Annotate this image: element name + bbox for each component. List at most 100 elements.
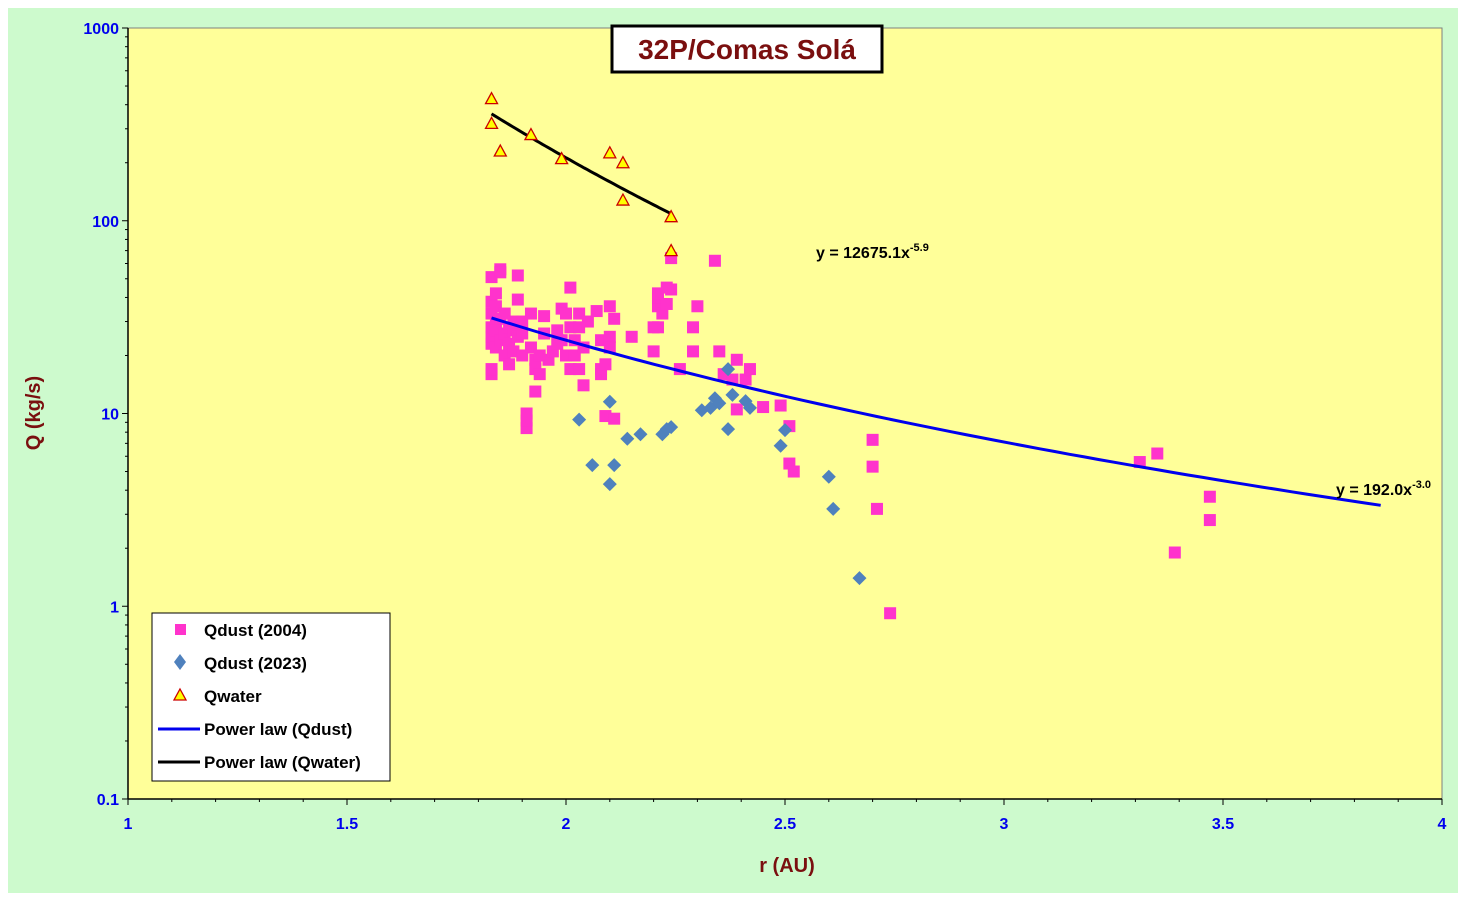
- x-tick-label: 2.5: [774, 816, 796, 833]
- point-qdust-2023: [852, 571, 867, 586]
- point-qdust-2004: [485, 363, 498, 376]
- point-qdust-2023: [721, 422, 736, 437]
- y-tick-label: 10: [101, 407, 119, 424]
- point-qdust-2004: [608, 312, 621, 325]
- point-qdust-2023: [633, 427, 648, 442]
- series-qwater: [484, 91, 679, 257]
- chart-title-box: 32P/Comas Solá: [610, 24, 884, 74]
- point-qdust-2023: [721, 362, 736, 377]
- point-qdust-2004: [730, 403, 743, 416]
- point-qdust-2004: [489, 287, 502, 300]
- fit-label-water-exponent: -5.9: [910, 242, 929, 254]
- point-qdust-2004: [516, 327, 529, 340]
- fit-label-water: y = 12675.1x-5.9: [816, 242, 929, 262]
- legend: Qdust (2004) Qdust (2023) Qwater Power l…: [151, 612, 391, 782]
- point-qdust-2004: [581, 315, 594, 328]
- x-tick-label: 3: [1000, 816, 1009, 833]
- point-qdust-2023: [572, 412, 587, 427]
- fit-label-dust-base: y = 192.0x: [1336, 482, 1412, 499]
- point-qwater: [523, 127, 539, 141]
- x-axis-title: r (AU): [759, 855, 815, 877]
- x-axis-ticks: 1 1.5 2 2.5 3 3.5 4: [124, 799, 1447, 833]
- point-qdust-2004: [651, 321, 664, 334]
- point-qdust-2004: [1203, 490, 1216, 503]
- point-qdust-2004: [603, 300, 616, 313]
- legend-marker-qdust-2004: [175, 624, 186, 635]
- point-qdust-2023: [620, 431, 635, 446]
- point-qdust-2004: [590, 305, 603, 318]
- point-qdust-2023: [712, 396, 727, 411]
- point-qdust-2004: [511, 293, 524, 306]
- y-axis-ticks: 0.1 1 10 100 1000: [83, 21, 128, 809]
- point-qdust-2004: [494, 266, 507, 279]
- point-qdust-2004: [691, 300, 704, 313]
- y-tick-label: 0.1: [97, 792, 119, 809]
- point-qdust-2004: [787, 465, 800, 478]
- point-qdust-2023: [826, 501, 841, 516]
- point-qdust-2004: [1168, 546, 1181, 559]
- point-qdust-2004: [551, 324, 564, 337]
- point-qdust-2023: [821, 469, 836, 484]
- point-qwater: [615, 192, 631, 206]
- point-qdust-2004: [870, 502, 883, 515]
- x-tick-label: 3.5: [1212, 816, 1234, 833]
- legend-label-fit-dust: Power law (Qdust): [204, 720, 352, 739]
- point-qdust-2004: [866, 433, 879, 446]
- point-qdust-2023: [778, 423, 792, 438]
- point-qdust-2023: [773, 438, 788, 453]
- fit-lines: [490, 112, 1381, 507]
- x-tick-label: 2: [562, 816, 571, 833]
- point-qdust-2023: [602, 394, 617, 409]
- point-qdust-2004: [538, 310, 551, 323]
- point-qdust-2004: [774, 399, 787, 412]
- point-qdust-2004: [511, 269, 524, 282]
- fit-line-water: [490, 112, 672, 216]
- point-qwater: [602, 145, 617, 159]
- point-qdust-2004: [665, 283, 678, 296]
- point-qdust-2004: [533, 368, 546, 381]
- point-qdust-2004: [687, 345, 700, 358]
- point-qdust-2004: [647, 345, 660, 358]
- point-qwater: [484, 91, 499, 105]
- point-qdust-2004: [743, 363, 756, 376]
- point-qdust-2004: [625, 330, 638, 343]
- svg-text:y = 192.0x-3.0: y = 192.0x-3.0: [1336, 479, 1431, 499]
- y-tick-label: 1000: [83, 21, 119, 38]
- point-qwater: [484, 116, 499, 130]
- point-qdust-2004: [739, 373, 752, 386]
- point-qdust-2004: [524, 307, 537, 320]
- point-qdust-2004: [708, 254, 721, 267]
- point-qdust-2004: [520, 407, 533, 420]
- point-qwater: [615, 155, 631, 169]
- point-qdust-2004: [866, 460, 879, 473]
- point-qdust-2004: [564, 281, 577, 294]
- point-qdust-2023: [725, 387, 740, 402]
- point-qwater: [493, 143, 508, 157]
- point-qdust-2004: [730, 353, 743, 366]
- point-qdust-2004: [603, 330, 616, 343]
- point-qdust-2023: [607, 458, 622, 473]
- point-qdust-2023: [602, 477, 617, 492]
- legend-label-qwater: Qwater: [204, 687, 262, 706]
- legend-label-qdust-2023: Qdust (2023): [204, 654, 307, 673]
- legend-label-qdust-2004: Qdust (2004): [204, 621, 307, 640]
- svg-text:y = 12675.1x-5.9: y = 12675.1x-5.9: [816, 242, 929, 262]
- fit-label-water-base: y = 12675.1x: [816, 245, 910, 262]
- point-qdust-2004: [599, 358, 612, 371]
- series-qdust-2023: [572, 362, 867, 586]
- y-axis-title: Q (kg/s): [23, 376, 45, 450]
- point-qwater: [664, 243, 679, 257]
- point-qdust-2004: [713, 345, 726, 358]
- point-qdust-2023: [664, 420, 679, 435]
- point-qdust-2004: [595, 368, 608, 381]
- chart-title: 32P/Comas Solá: [638, 34, 856, 65]
- point-qdust-2004: [687, 321, 700, 334]
- y-tick-label: 1: [110, 599, 119, 616]
- point-qdust-2004: [560, 307, 572, 320]
- point-qdust-2004: [660, 297, 673, 310]
- point-qdust-2004: [608, 412, 621, 425]
- x-tick-label: 1.5: [336, 816, 358, 833]
- legend-label-fit-water: Power law (Qwater): [204, 753, 361, 772]
